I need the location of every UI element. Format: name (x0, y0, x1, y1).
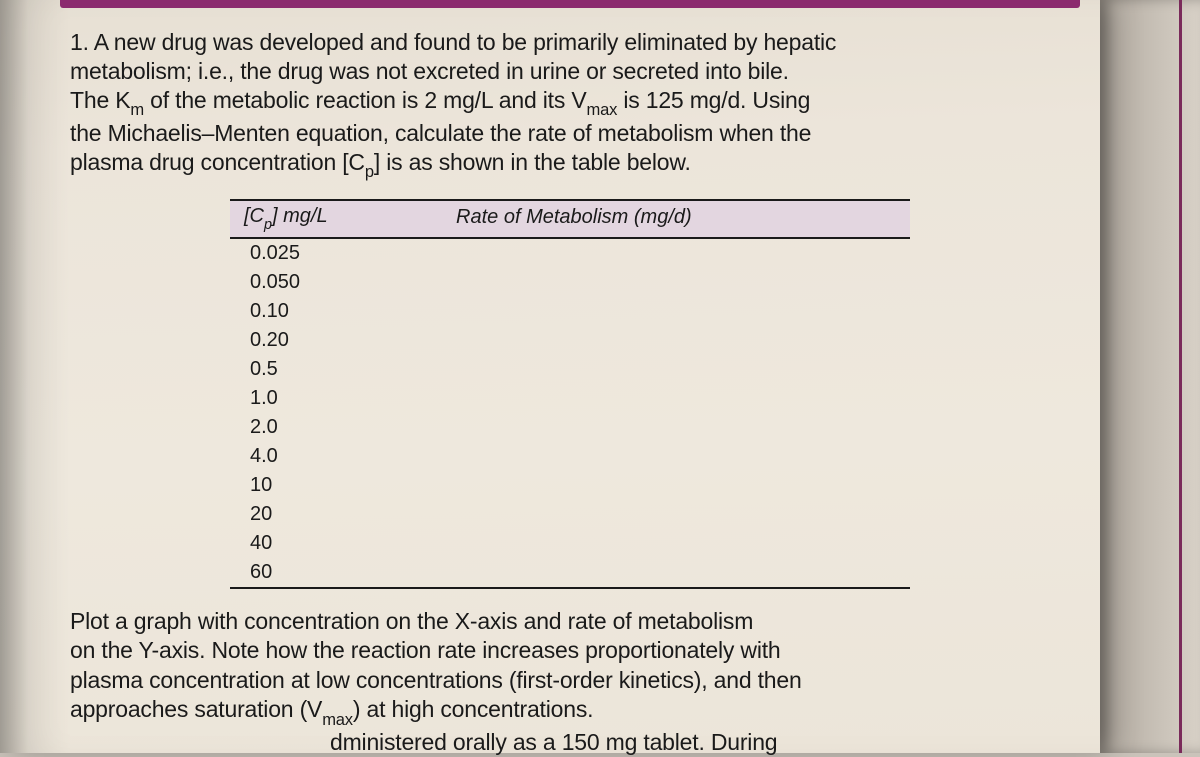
table-row: 20 (230, 500, 910, 529)
table-header-row: [Cp] mg/L Rate of Metabolism (mg/d) (230, 200, 910, 238)
footer-instruction: Plot a graph with concentration on the X… (70, 607, 1050, 757)
km-subscript: m (130, 100, 144, 119)
q-line-3-mid: of the metabolic reaction is 2 mg/L and … (144, 87, 587, 113)
table-row: 4.0 (230, 442, 910, 471)
cp-value: 20 (230, 500, 416, 529)
table-row: 0.20 (230, 326, 910, 355)
question-number: 1. (70, 29, 89, 55)
cp-value: 0.5 (230, 355, 416, 384)
table-row: 1.0 (230, 384, 910, 413)
table-row: 0.050 (230, 268, 910, 297)
rate-value (416, 297, 910, 326)
f-line-4-post: ) at high concentrations. (353, 696, 593, 722)
f-line-2: on the Y-axis. Note how the reaction rat… (70, 637, 781, 663)
q-line-3-pre: The K (70, 87, 130, 113)
col1-pre: [C (244, 205, 264, 227)
f-line-1: Plot a graph with concentration on the X… (70, 608, 753, 634)
chapter-color-bar (60, 0, 1080, 8)
table-row: 2.0 (230, 413, 910, 442)
cp-value: 1.0 (230, 384, 416, 413)
table-row: 60 (230, 558, 910, 588)
cp-value: 2.0 (230, 413, 416, 442)
cp-value: 40 (230, 529, 416, 558)
table-body: 0.025 0.050 0.10 0.20 0.5 1.0 2.0 4.0 10… (230, 238, 910, 588)
col1-sub: p (264, 217, 272, 233)
adjacent-page-edge (1100, 0, 1200, 753)
col-header-rate: Rate of Metabolism (mg/d) (416, 200, 910, 238)
rate-value (416, 384, 910, 413)
rate-value (416, 471, 910, 500)
rate-value (416, 558, 910, 588)
vmax-subscript: max (586, 100, 617, 119)
cp-value: 0.20 (230, 326, 416, 355)
table-row: 0.025 (230, 238, 910, 268)
cp-value: 0.10 (230, 297, 416, 326)
rate-value (416, 500, 910, 529)
rate-value (416, 355, 910, 384)
f-line-3: plasma concentration at low concentratio… (70, 667, 802, 693)
q-line-5-pre: plasma drug concentration [C (70, 149, 365, 175)
question-text: 1. A new drug was developed and found to… (70, 28, 1050, 181)
rate-value (416, 326, 910, 355)
concentration-table: [Cp] mg/L Rate of Metabolism (mg/d) 0.02… (230, 199, 910, 589)
cp-value: 0.025 (230, 238, 416, 268)
cp-value: 4.0 (230, 442, 416, 471)
q-line-5-post: ] is as shown in the table below. (374, 149, 691, 175)
cp-value: 60 (230, 558, 416, 588)
q-line-4: the Michaelis–Menten equation, calculate… (70, 120, 811, 146)
col1-post: ] mg/L (272, 205, 328, 227)
q-line-1: A new drug was developed and found to be… (94, 29, 837, 55)
cp-value: 10 (230, 471, 416, 500)
vmax-subscript-2: max (322, 710, 353, 729)
table-row: 0.10 (230, 297, 910, 326)
f-line-5-partial: dministered orally as a 150 mg tablet. D… (70, 729, 777, 755)
cp-subscript: p (365, 162, 374, 181)
rate-value (416, 442, 910, 471)
rate-value (416, 268, 910, 297)
textbook-page: 1. A new drug was developed and found to… (0, 0, 1100, 753)
rate-value (416, 413, 910, 442)
cp-value: 0.050 (230, 268, 416, 297)
table-row: 0.5 (230, 355, 910, 384)
rate-value (416, 238, 910, 268)
table-row: 10 (230, 471, 910, 500)
col-header-cp: [Cp] mg/L (230, 200, 416, 238)
table-row: 40 (230, 529, 910, 558)
f-line-4-pre: approaches saturation (V (70, 696, 322, 722)
q-line-2: metabolism; i.e., the drug was not excre… (70, 58, 789, 84)
data-table-container: [Cp] mg/L Rate of Metabolism (mg/d) 0.02… (230, 199, 910, 589)
q-line-3-post: is 125 mg/d. Using (617, 87, 810, 113)
rate-value (416, 529, 910, 558)
